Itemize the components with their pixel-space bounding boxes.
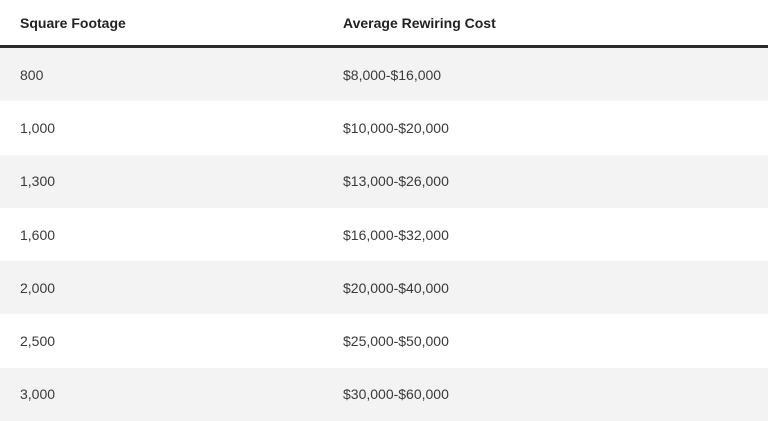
cell-square-footage: 1,000 (20, 119, 56, 136)
cell-rewiring-cost: $8,000-$16,000 (343, 66, 442, 83)
table-row: 3,000 $30,000-$60,000 (0, 367, 768, 421)
table-row: 2,000 $20,000-$40,000 (0, 261, 768, 315)
cell-square-footage: 2,500 (20, 333, 56, 350)
table-row: 1,600 $16,000-$32,000 (0, 208, 768, 261)
cell-rewiring-cost: $10,000-$20,000 (343, 119, 449, 136)
cell-square-footage: 1,300 (20, 173, 56, 190)
cell-square-footage: 1,600 (20, 226, 56, 243)
cell-rewiring-cost: $30,000-$60,000 (343, 386, 449, 403)
cell-rewiring-cost: $16,000-$32,000 (343, 226, 449, 243)
table-row: 1,300 $13,000-$26,000 (0, 154, 768, 208)
table-row: 1,000 $10,000-$20,000 (0, 101, 768, 154)
cell-square-footage: 2,000 (20, 279, 56, 296)
cell-square-footage: 3,000 (20, 386, 56, 403)
cell-rewiring-cost: $20,000-$40,000 (343, 279, 449, 296)
cell-rewiring-cost: $13,000-$26,000 (343, 173, 449, 190)
table-row: 2,500 $25,000-$50,000 (0, 314, 768, 367)
cell-square-footage: 800 (20, 66, 44, 83)
table-header: Square Footage Average Rewiring Cost (0, 0, 768, 48)
table-body: 800 $8,000-$16,000 1,000 $10,000-$20,000… (0, 48, 768, 421)
table-row: 800 $8,000-$16,000 (0, 48, 768, 102)
header-average-rewiring-cost: Average Rewiring Cost (343, 14, 496, 31)
header-square-footage: Square Footage (20, 14, 126, 31)
cell-rewiring-cost: $25,000-$50,000 (343, 333, 449, 350)
